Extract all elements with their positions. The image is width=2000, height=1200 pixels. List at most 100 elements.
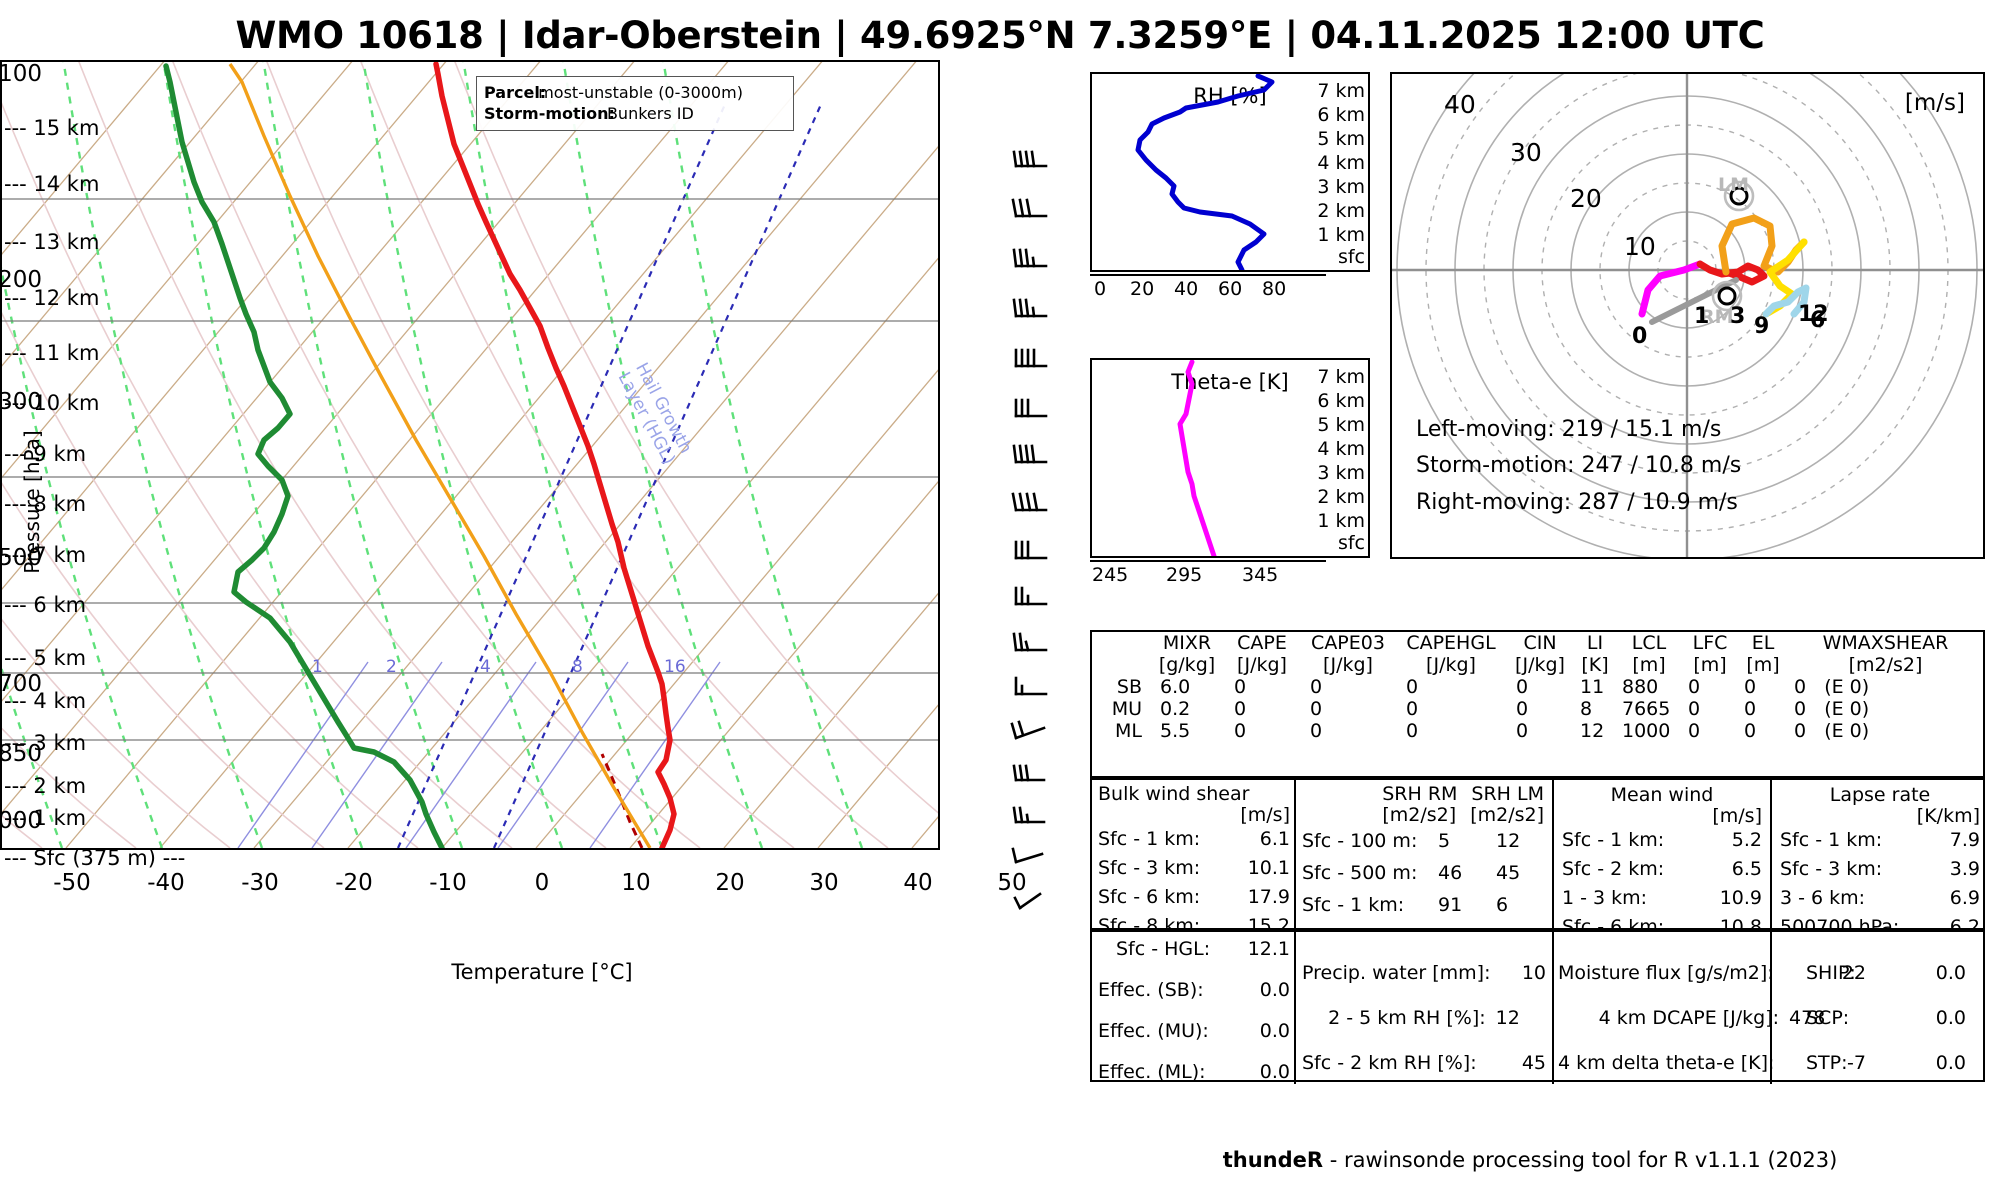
- pressure-tick-850: 850: [0, 741, 42, 767]
- mu-li: 8: [1580, 698, 1593, 720]
- bot-c2-value-1: 478: [1789, 1007, 1826, 1029]
- srh-lm-2: 6: [1496, 893, 1509, 916]
- tu-lfc: [m]: [1693, 654, 1727, 676]
- rh-plot: [1135, 74, 1275, 270]
- ml-li: 12: [1580, 720, 1605, 742]
- mixing-ratio-label-2: 2: [386, 657, 397, 677]
- rh-xtick-20: 20: [1130, 278, 1155, 300]
- hodo-units-label: [m/s]: [1904, 90, 1965, 116]
- rh-xtick-40: 40: [1174, 278, 1199, 300]
- hodo-lm-label: LM: [1718, 174, 1750, 196]
- hodo-point-label-9: 9: [1754, 314, 1770, 339]
- hodograph-svg: [1392, 74, 1983, 557]
- pressure-tick-100: 100: [0, 61, 42, 87]
- srh-block: SRH RM SRH LM [m2/s2] [m2/s2] Sfc - 100 …: [1302, 784, 1544, 948]
- bot-c2-label-2: 4 km delta theta-e [K]:: [1558, 1052, 1775, 1074]
- thetae-xtick-295: 295: [1166, 564, 1203, 586]
- height-label-15km: --- 15 km: [4, 116, 100, 140]
- mean-wind-block: Mean wind [m/s] Sfc - 1 km: 5.2 Sfc - 2 k…: [1562, 784, 1762, 937]
- th-lcl: LCL: [1631, 632, 1667, 654]
- bot-c2-label-1: 4 km DCAPE [J/kg]:: [1598, 1007, 1780, 1029]
- sb-el: 0: [1744, 676, 1757, 698]
- hodo-rm-label: RM: [1700, 306, 1734, 328]
- temp-tick-40: 40: [903, 870, 933, 896]
- height-label-6km: --- 6 km: [4, 593, 87, 617]
- th-cape03: CAPE03: [1311, 632, 1385, 654]
- mid-stats-panel: Bulk wind shear [m/s] Sfc - 1 km: 6.1 Sfc…: [1090, 778, 1985, 948]
- srh-label-2: Sfc - 1 km:: [1302, 893, 1405, 916]
- shear-value-2: 17.9: [1247, 885, 1290, 908]
- bot-c3-label-0: SHIP:: [1806, 962, 1856, 984]
- hodo-storm-motion-vector: [1649, 277, 1739, 325]
- effective-shear-block: Sfc - HGL: 12.1 Effec. (SB): 0.0 Effec. (M…: [1098, 936, 1290, 1082]
- sb-lcl: 880: [1622, 676, 1659, 698]
- shear-label-1: Sfc - 3 km:: [1098, 856, 1201, 879]
- mixing-ratio-label-1: 1: [312, 657, 323, 677]
- virtual-temp-trace: [228, 63, 652, 848]
- shear-value-4: 12.1: [1247, 938, 1290, 960]
- hodo-ring-label-20: 20: [1570, 184, 1602, 213]
- sb-lfc: 0: [1688, 676, 1701, 698]
- parcel-stats-table: MIXR CAPE CAPE03 CAPEHGL CIN LI LCL LFC …: [1090, 630, 1985, 778]
- thetae-ytick-sfc: sfc: [1337, 532, 1365, 554]
- hodo-point-label-12: 12: [1798, 302, 1829, 327]
- hodo-info-right-moving: Right-moving: 287 / 10.9 m/s: [1416, 489, 1738, 515]
- divider-3: [1770, 780, 1772, 932]
- divider-b1: [1294, 932, 1296, 1084]
- meanwind-title: Mean wind: [1610, 784, 1714, 806]
- height-label-12km: --- 12 km: [4, 286, 100, 310]
- sb-cin: 0: [1516, 676, 1529, 698]
- temp-tick-50: 50: [997, 870, 1027, 896]
- mu-lfc: 0: [1688, 698, 1701, 720]
- shear-value-1: 10.1: [1247, 856, 1290, 879]
- row-label-sb: SB: [1116, 676, 1142, 698]
- footer-brand: thundeR: [1222, 1148, 1324, 1172]
- height-label-4km: --- 4 km: [4, 689, 87, 713]
- rh-x-axis: 0 20 40 60 80: [1090, 274, 1370, 308]
- rh-panel: RH [%] 7 km 6 km 5 km 4 km 3 km 2 km 1 k…: [1090, 72, 1370, 272]
- mu-mixr: 0.2: [1160, 698, 1191, 720]
- hodo-info-left-moving: Left-moving: 219 / 15.1 m/s: [1416, 417, 1722, 442]
- thetae-plot: [1177, 360, 1217, 556]
- temperature-trace: [433, 62, 677, 848]
- height-label-7km: --- 7 km: [4, 543, 87, 567]
- srh-row-0: Sfc - 100 m: 5 12: [1302, 830, 1544, 852]
- shear-label-5: Effec. (SB):: [1098, 979, 1204, 1001]
- meanwind-value-2: 10.9: [1719, 887, 1762, 910]
- tu-lcl: [m]: [1632, 654, 1666, 676]
- bot-c3-value-0: 0.0: [1935, 962, 1966, 984]
- th-capehgl: CAPEHGL: [1406, 632, 1496, 654]
- shear-units: [m/s]: [1240, 803, 1290, 826]
- mu-cape: 0: [1234, 698, 1247, 720]
- thetae-ytick-4km: 4 km: [1317, 438, 1365, 460]
- ml-cape: 0: [1234, 720, 1247, 742]
- shear-label-6: Effec. (MU):: [1098, 1020, 1209, 1042]
- skewt-svg: [2, 62, 938, 848]
- bot-c3-value-2: 0.0: [1935, 1052, 1966, 1074]
- shear-value-6: 0.0: [1259, 1020, 1290, 1042]
- lapse-value-2: 6.9: [1949, 887, 1980, 910]
- height-label-1km: --- 1 km: [4, 806, 87, 830]
- legend-parcel-value: most-unstable (0-3000m): [538, 83, 743, 102]
- skewt-diagram: Pressure [hPa] Temperature [°C] 100 200 …: [0, 60, 1060, 1200]
- bot-c3-value-1: 0.0: [1935, 1007, 1966, 1029]
- rh-ytick-5km: 5 km: [1317, 128, 1365, 150]
- lapse-units: [K/km]: [1916, 805, 1980, 828]
- thetae-panel: Theta-e [K] 7 km 6 km 5 km 4 km 3 km 2 k…: [1090, 358, 1370, 558]
- rm-marker-outer: [1711, 280, 1743, 312]
- moisture-left-block: Precip. water [mm]: 10 2 - 5 km RH [%]: 12…: [1302, 958, 1546, 1073]
- row-label-ml: ML: [1115, 720, 1142, 742]
- srh-label-0: Sfc - 100 m:: [1302, 829, 1418, 852]
- bot-c3-label-2: STP:: [1806, 1052, 1848, 1074]
- rh-xtick-60: 60: [1218, 278, 1243, 300]
- srh-label-1: Sfc - 500 m:: [1302, 861, 1418, 884]
- thetae-ytick-2km: 2 km: [1317, 486, 1365, 508]
- table-row-mu: MU 0.2 0 0 0 0 8 7665 0 0 0 (E 0): [1092, 698, 1983, 720]
- mixing-ratio-label-8: 8: [572, 657, 583, 677]
- mu-cape03: 0: [1310, 698, 1323, 720]
- bot-c2-value-0: 22: [1841, 962, 1866, 984]
- srh-col1-units: [m2/s2]: [1382, 803, 1457, 826]
- mixing-ratio-label-16: 16: [664, 657, 686, 677]
- sb-cape: 0: [1234, 676, 1247, 698]
- hodo-segment-3-6km: [1718, 214, 1808, 276]
